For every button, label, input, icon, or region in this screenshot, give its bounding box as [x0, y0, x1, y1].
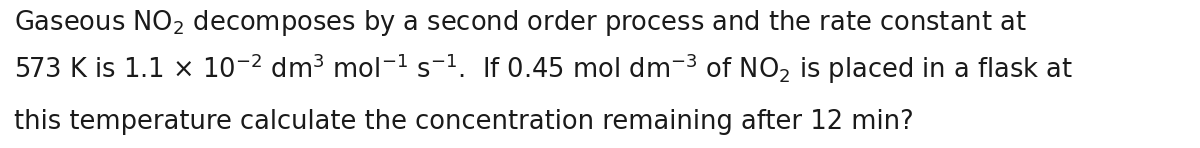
Text: 573 K is 1.1 $\times$ 10$^{-2}$ dm$^3$ mol$^{-1}$ s$^{-1}$.  If 0.45 mol dm$^{-3: 573 K is 1.1 $\times$ 10$^{-2}$ dm$^3$ m… [14, 52, 1074, 86]
Text: this temperature calculate the concentration remaining after 12 min?: this temperature calculate the concentra… [14, 109, 914, 135]
Text: Gaseous NO$_2$ decomposes by a second order process and the rate constant at: Gaseous NO$_2$ decomposes by a second or… [14, 8, 1027, 38]
